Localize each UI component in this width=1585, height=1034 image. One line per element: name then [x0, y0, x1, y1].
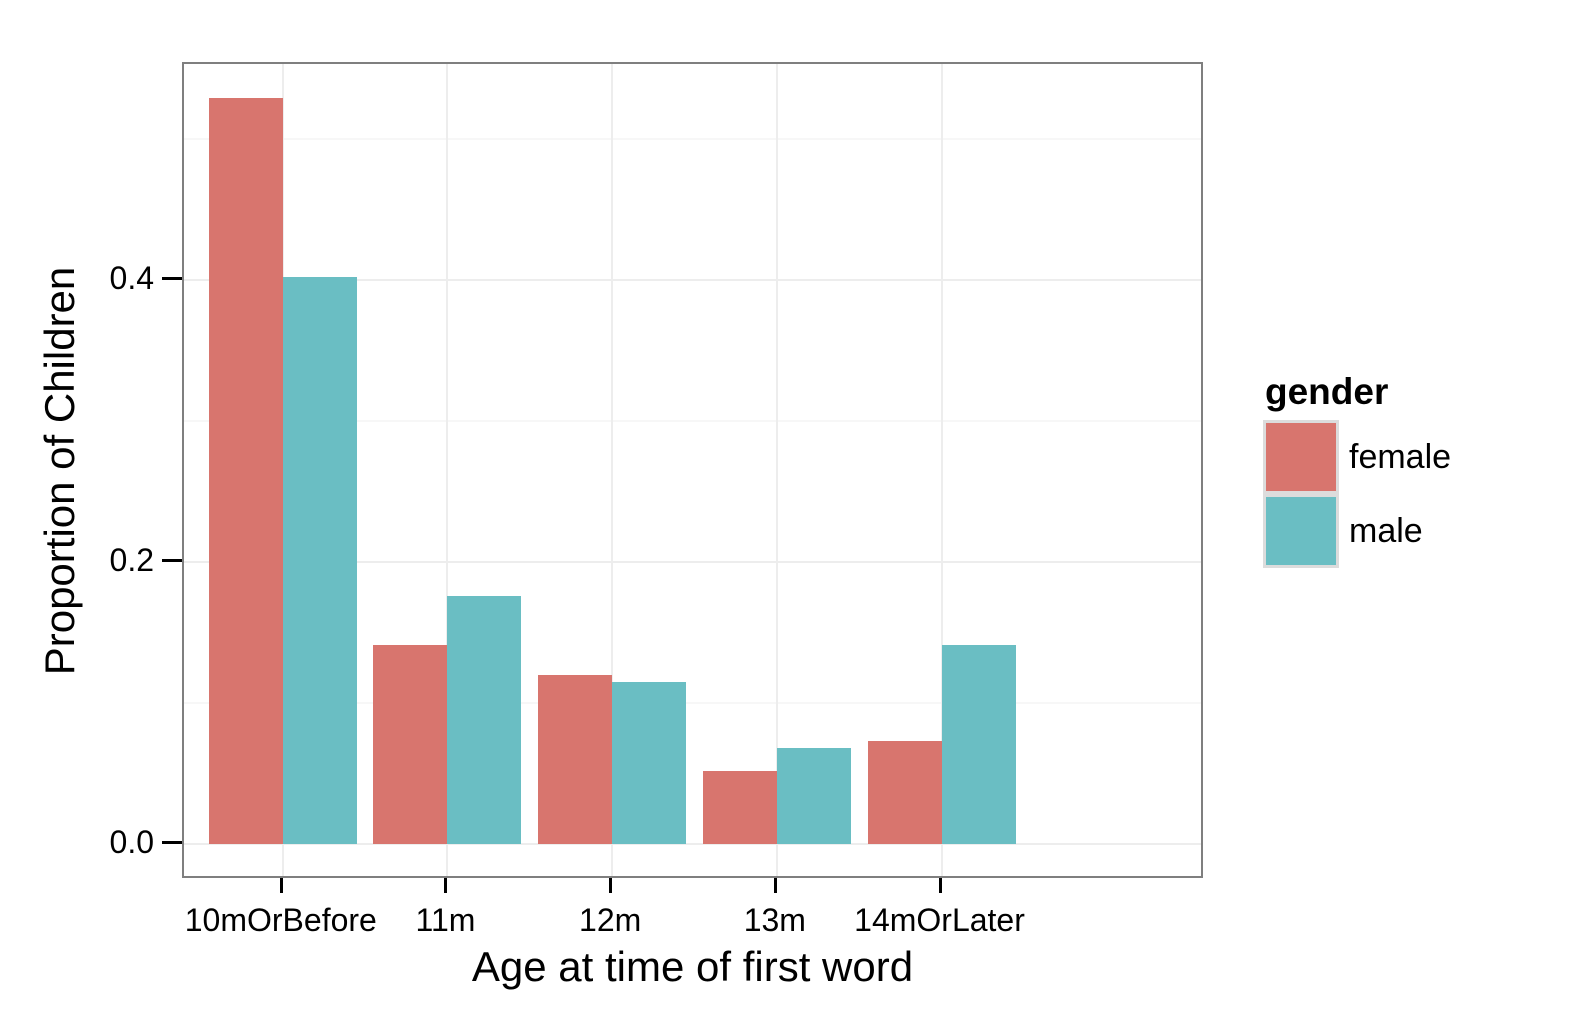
- y-tick-mark: [162, 277, 182, 280]
- y-tick-label: 0.4: [109, 260, 154, 296]
- legend-key-female: [1263, 420, 1339, 494]
- bar-male-10mOrBefore: [283, 277, 357, 844]
- bar-male-13m: [777, 748, 851, 844]
- gridline-minor-horizontal: [184, 702, 1201, 704]
- legend-label-male: male: [1349, 512, 1423, 550]
- x-tick-mark: [938, 878, 942, 893]
- x-axis-title: Age at time of first word: [471, 943, 914, 990]
- bar-female-10mOrBefore: [209, 98, 283, 844]
- x-tick-label: 11m: [415, 902, 476, 938]
- bar-female-14mOrLater: [868, 741, 942, 844]
- y-tick-label: 0.0: [109, 824, 154, 860]
- x-tick-mark: [444, 878, 448, 893]
- bar-male-12m: [612, 682, 686, 844]
- x-tick-mark: [609, 878, 613, 893]
- bar-female-12m: [538, 675, 612, 844]
- legend-title: gender: [1265, 371, 1389, 412]
- gridline-major-vertical: [775, 64, 778, 876]
- bar-male-14mOrLater: [942, 645, 1016, 844]
- x-tick-label: 14mOrLater: [854, 902, 1025, 938]
- x-tick-label: 12m: [579, 902, 642, 938]
- gridline-major-horizontal: [184, 561, 1201, 563]
- y-tick-mark: [162, 559, 182, 562]
- x-tick-mark: [773, 878, 777, 893]
- bar-female-11m: [373, 645, 447, 844]
- gridline-major-vertical: [611, 64, 614, 876]
- legend-key-male: [1263, 494, 1339, 568]
- y-axis-title: Proportion of Children: [36, 266, 83, 676]
- x-tick-mark: [279, 878, 283, 893]
- legend-label-female: female: [1349, 438, 1452, 476]
- gridline-major-horizontal: [184, 843, 1201, 845]
- gridline-minor-horizontal: [184, 420, 1201, 422]
- y-tick-label: 0.2: [109, 542, 154, 578]
- gridline-major-horizontal: [184, 279, 1201, 281]
- bar-male-11m: [447, 596, 521, 844]
- bar-female-13m: [703, 771, 777, 844]
- x-tick-label: 13m: [743, 902, 806, 938]
- gridline-major-vertical: [446, 64, 449, 876]
- gridline-major-vertical: [940, 64, 943, 876]
- x-tick-label: 10mOrBefore: [184, 902, 377, 938]
- gridline-minor-horizontal: [184, 138, 1201, 140]
- plot-panel: [182, 62, 1203, 878]
- y-tick-mark: [162, 841, 182, 844]
